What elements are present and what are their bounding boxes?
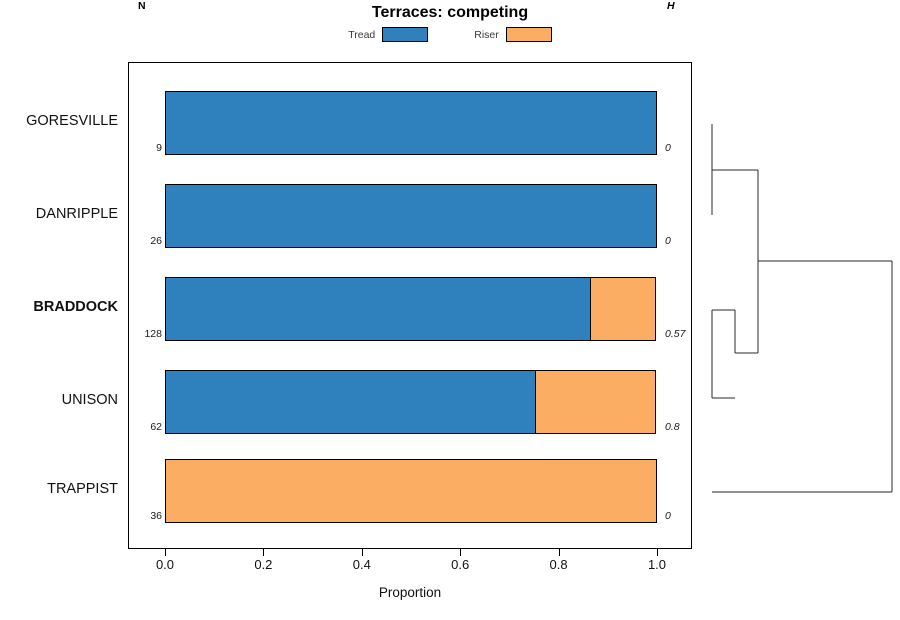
x-tick-label: 0.4: [352, 557, 371, 572]
bar-segment-tread[interactable]: [165, 184, 657, 248]
x-tick-mark: [361, 549, 363, 556]
column-header-h: H: [667, 0, 675, 12]
n-value-braddock: 128: [144, 328, 162, 340]
x-tick-mark: [558, 549, 560, 556]
legend-entry-riser: Riser: [474, 27, 552, 42]
x-tick-mark: [460, 549, 462, 556]
category-label-braddock: BRADDOCK: [33, 299, 118, 315]
n-value-danripple: 26: [150, 235, 162, 247]
x-tick-mark: [165, 549, 166, 556]
n-value-goresville: 9: [156, 142, 162, 154]
category-label-unison: UNISON: [61, 392, 118, 408]
x-tick-label: 0.2: [254, 557, 273, 572]
n-value-unison: 62: [150, 421, 162, 433]
bar-row[interactable]: [165, 91, 657, 155]
x-tick-label: 0.6: [451, 557, 470, 572]
n-value-trappist: 36: [150, 510, 162, 522]
x-tick-label: 0.8: [549, 557, 568, 572]
chart-title: Terraces: competing: [371, 4, 529, 21]
h-value-trappist: 0: [665, 510, 671, 522]
bar-row[interactable]: [165, 459, 657, 523]
bar-row[interactable]: [165, 277, 657, 341]
x-tick-mark: [263, 549, 265, 556]
h-value-unison: 0.8: [665, 421, 680, 433]
h-value-goresville: 0: [665, 142, 671, 154]
bar-row[interactable]: [165, 184, 657, 248]
h-value-braddock: 0.57: [665, 328, 686, 340]
bar-segment-riser[interactable]: [535, 370, 656, 434]
bar-row[interactable]: [165, 370, 657, 434]
category-label-danripple: DANRIPPLE: [35, 206, 118, 222]
category-label-trappist: TRAPPIST: [47, 481, 118, 497]
x-tick-label: 0.0: [155, 557, 175, 572]
dendrogram: [711, 124, 893, 493]
x-axis-title: Proportion: [378, 585, 442, 600]
bar-segment-riser[interactable]: [589, 277, 656, 341]
legend-entry-tread: Tread: [348, 27, 429, 42]
legend-label-tread: Tread: [348, 28, 376, 41]
category-label-goresville: GORESVILLE: [26, 113, 118, 129]
h-value-danripple: 0: [665, 235, 671, 247]
bar-segment-tread[interactable]: [165, 277, 592, 341]
bar-segment-riser[interactable]: [165, 459, 657, 523]
x-tick-label: 1.0: [647, 557, 667, 572]
legend-swatch-tread: [382, 27, 429, 42]
column-header-n: N: [138, 0, 146, 12]
legend-swatch-riser: [505, 27, 552, 42]
bar-segment-tread[interactable]: [165, 370, 537, 434]
legend-label-riser: Riser: [474, 28, 499, 41]
bar-segment-tread[interactable]: [165, 91, 657, 155]
x-tick-mark: [657, 549, 658, 556]
